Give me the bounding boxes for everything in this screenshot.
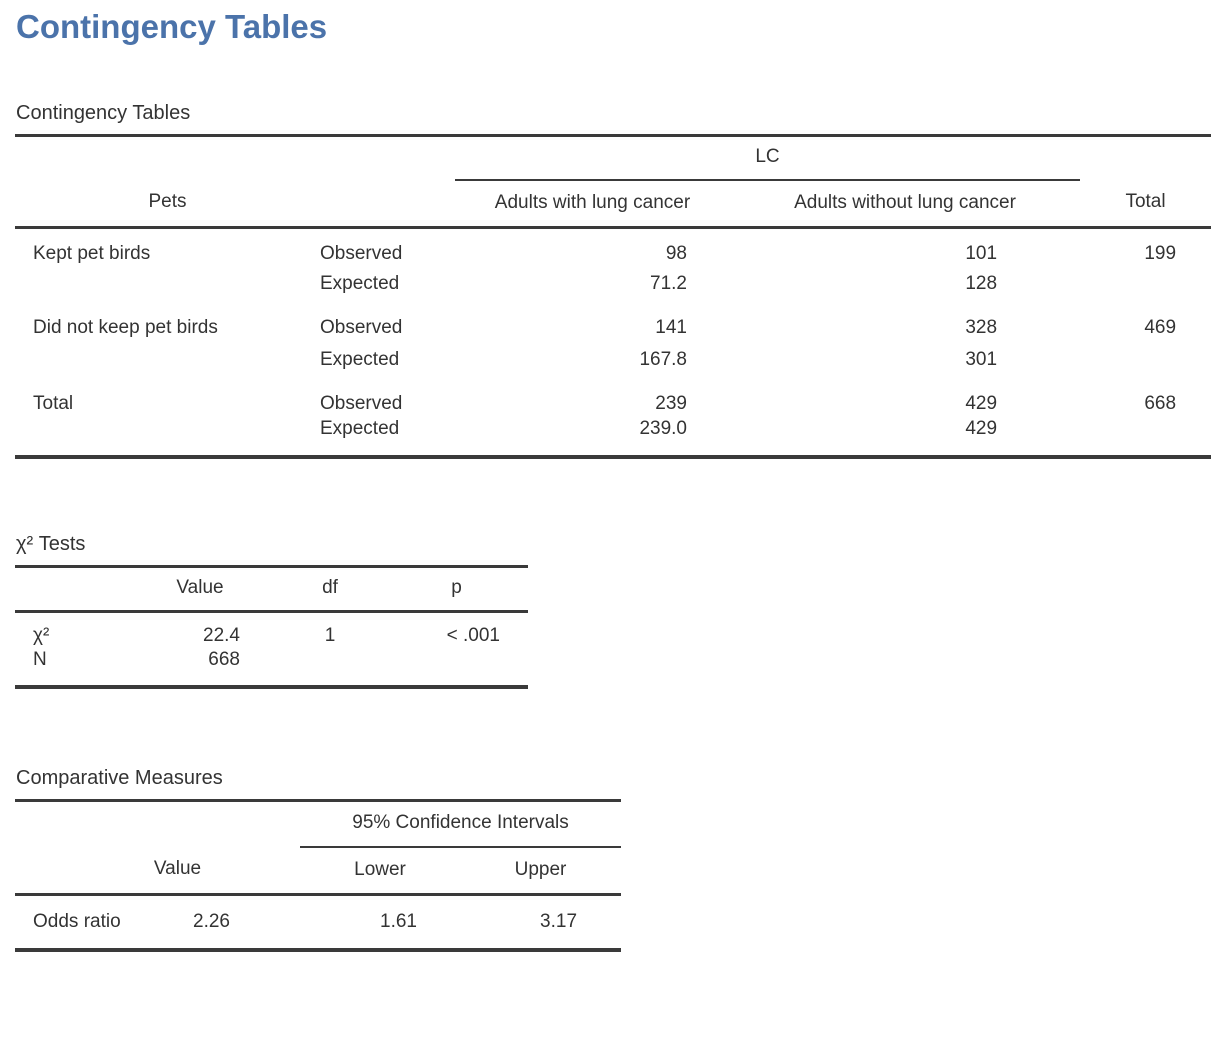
cell-expected-without: 429 bbox=[965, 417, 998, 439]
cell-expected-total bbox=[1080, 342, 1211, 380]
table-row: Did not keep pet birds Observed 141 328 … bbox=[15, 304, 1211, 342]
table-row: Odds ratio 2.26 1.61 3.17 bbox=[15, 895, 621, 950]
cell-observed-with: 141 bbox=[655, 316, 687, 338]
empty-header-cell bbox=[15, 566, 125, 613]
cell-n-df bbox=[275, 649, 385, 687]
cell-observed-total: 668 bbox=[1144, 392, 1177, 414]
cell-odds-upper: 3.17 bbox=[540, 911, 578, 933]
ci-group-header: 95% Confidence Intervals bbox=[300, 800, 622, 848]
cell-expected-without: 128 bbox=[965, 273, 998, 295]
col-header-upper: Upper bbox=[460, 846, 622, 897]
table-row: Expected 71.2 128 bbox=[15, 266, 1211, 304]
row-label-total: Total bbox=[33, 392, 74, 414]
cell-observed-total: 199 bbox=[1144, 243, 1177, 264]
cell-expected-total bbox=[1080, 266, 1211, 304]
empty-cell bbox=[15, 266, 320, 304]
chi-squared-table-title: χ² Tests bbox=[16, 532, 86, 555]
cell-observed-without: 328 bbox=[965, 316, 998, 338]
cell-expected-with: 167.8 bbox=[639, 349, 687, 371]
table-row: Expected 167.8 301 bbox=[15, 342, 1211, 380]
stat-label-observed: Observed bbox=[320, 243, 403, 264]
stat-label-observed: Observed bbox=[320, 316, 403, 338]
comparative-section: Comparative Measures 95% Confidence Inte… bbox=[0, 766, 1232, 952]
cell-odds-value: 2.26 bbox=[193, 911, 230, 933]
cell-observed-with: 98 bbox=[665, 243, 687, 264]
table-row: Expected 239.0 429 bbox=[15, 418, 1211, 457]
stat-label-observed: Observed bbox=[320, 392, 403, 414]
lc-span-row: LC bbox=[15, 135, 1211, 181]
cell-observed-without: 101 bbox=[965, 243, 998, 264]
cell-chi-p: < .001 bbox=[446, 624, 500, 646]
column-header-row: Value df p bbox=[15, 566, 528, 613]
empty-header-cell bbox=[15, 846, 125, 897]
col-header-with-cancer: Adults with lung cancer bbox=[455, 179, 730, 229]
cell-observed-without: 429 bbox=[965, 392, 998, 414]
cell-expected-total bbox=[1080, 418, 1211, 457]
page-title: Contingency Tables bbox=[16, 8, 328, 45]
cell-expected-with: 71.2 bbox=[650, 273, 687, 295]
stat-label-expected: Expected bbox=[320, 273, 400, 295]
contingency-table-title: Contingency Tables bbox=[16, 102, 191, 124]
lc-group-header: LC bbox=[455, 135, 1081, 181]
cell-expected-without: 301 bbox=[965, 349, 998, 371]
row-label-did-not-keep: Did not keep pet birds bbox=[33, 316, 218, 338]
cell-n-p bbox=[385, 649, 528, 687]
results-panel: Contingency Tables Contingency Tables LC… bbox=[0, 8, 1232, 952]
cell-n-value: 668 bbox=[208, 649, 240, 671]
cell-chi-value: 22.4 bbox=[203, 624, 240, 646]
col-header-value: Value bbox=[125, 566, 275, 613]
chi-squared-section: χ² Tests Value df p χ² 22.4 1 < .001 bbox=[0, 532, 1232, 690]
col-header-p: p bbox=[385, 566, 528, 613]
row-label-kept-pet-birds: Kept pet birds bbox=[33, 243, 151, 264]
cell-odds-lower: 1.61 bbox=[380, 911, 417, 933]
col-header-without-cancer: Adults without lung cancer bbox=[730, 179, 1081, 229]
comparative-table-title: Comparative Measures bbox=[16, 767, 223, 790]
col-header-df: df bbox=[275, 566, 385, 613]
empty-cell bbox=[1080, 136, 1211, 180]
empty-header-cell bbox=[320, 179, 455, 229]
col-header-pets: Pets bbox=[15, 179, 320, 229]
contingency-table: LC Pets Adults with lung cancer Adults w… bbox=[15, 134, 1212, 459]
table-row: Kept pet birds Observed 98 101 199 bbox=[15, 228, 1211, 266]
table-row: χ² 22.4 1 < .001 bbox=[15, 611, 528, 649]
column-header-row: Value Lower Upper bbox=[15, 846, 622, 897]
row-label-chi-squared: χ² bbox=[33, 624, 50, 646]
table-row: N 668 bbox=[15, 649, 528, 687]
cell-observed-total: 469 bbox=[1144, 316, 1177, 338]
stat-label-expected: Expected bbox=[320, 417, 400, 439]
empty-cell bbox=[15, 801, 300, 847]
row-label-odds-ratio: Odds ratio bbox=[33, 911, 121, 933]
col-header-lower: Lower bbox=[300, 846, 460, 897]
col-header-value: Value bbox=[125, 846, 300, 897]
empty-cell bbox=[15, 418, 320, 457]
empty-cell bbox=[15, 136, 455, 180]
cell-chi-df: 1 bbox=[324, 624, 336, 646]
column-header-row: Pets Adults with lung cancer Adults with… bbox=[15, 179, 1212, 229]
comparative-table: 95% Confidence Intervals Value Lower Upp… bbox=[15, 799, 622, 952]
empty-cell bbox=[15, 342, 320, 380]
chi-squared-table: Value df p χ² 22.4 1 < .001 N 668 bbox=[15, 564, 528, 690]
ci-span-row: 95% Confidence Intervals bbox=[15, 800, 622, 848]
row-label-n: N bbox=[33, 649, 47, 671]
col-header-total: Total bbox=[1080, 179, 1212, 229]
cell-expected-with: 239.0 bbox=[639, 417, 687, 439]
cell-observed-with: 239 bbox=[655, 392, 687, 414]
contingency-section: Contingency Tables LC Pets Adults with l… bbox=[0, 101, 1232, 459]
table-row: Total Observed 239 429 668 bbox=[15, 380, 1211, 418]
stat-label-expected: Expected bbox=[320, 349, 400, 371]
